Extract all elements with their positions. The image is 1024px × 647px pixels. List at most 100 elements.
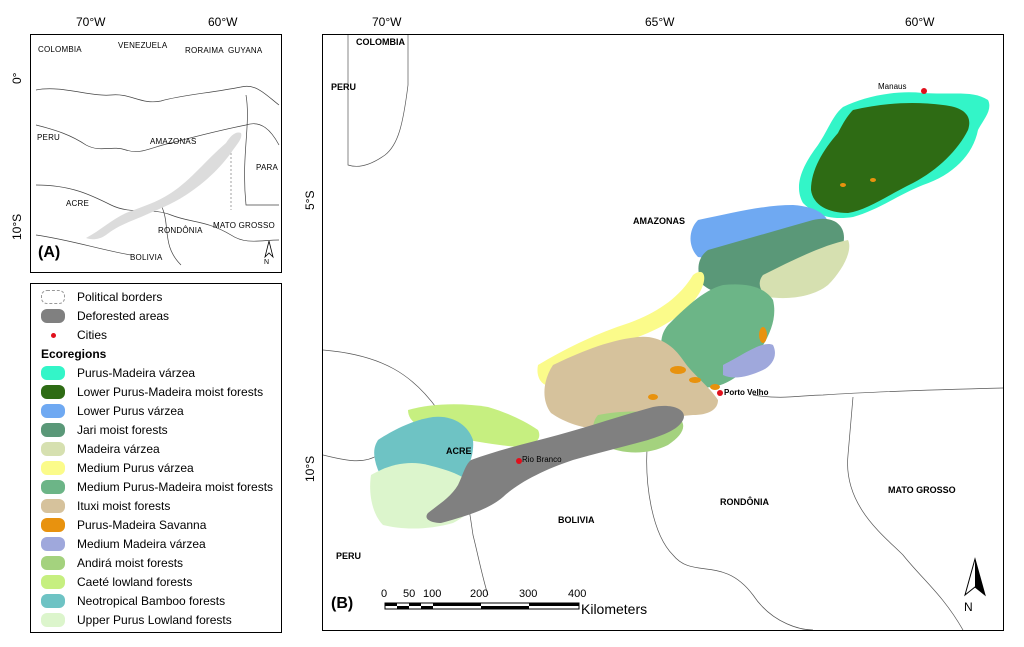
scale-unit: Kilometers (581, 601, 648, 617)
legend-item-ecoregion: Neotropical Bamboo forests (41, 592, 225, 610)
main-label-peru-bottom: PERU (336, 551, 362, 561)
legend-item-ecoregion: Ituxi moist forests (41, 497, 170, 515)
savanna-patches (648, 178, 876, 400)
main-lon-tick-60w: 60°W (905, 15, 935, 29)
legend-item-ecoregion: Purus-Madeira várzea (41, 364, 195, 382)
main-label-peru-top: PERU (331, 82, 357, 92)
legend-item-ecoregion: Upper Purus Lowland forests (41, 611, 232, 629)
main-label-rondonia: RONDÔNIA (720, 497, 769, 507)
inset-label-amazonas: AMAZONAS (150, 137, 197, 146)
ecoregion-swatch (41, 594, 65, 608)
ecoregion-swatch (41, 404, 65, 418)
scale-tick-50: 50 (403, 588, 416, 600)
inset-map-svg (35, 85, 280, 266)
city-label-porto-velho: Porto Velho (724, 388, 769, 397)
legend-item-ecoregion: Medium Purus-Madeira moist forests (41, 478, 273, 496)
inset-label-bolivia: BOLIVIA (130, 253, 163, 262)
rio-branco-city-marker (516, 458, 522, 464)
legend-label: Purus-Madeira Savanna (77, 518, 207, 532)
inset-lon-tick-70w: 70°W (76, 15, 106, 29)
ecoregion-swatch (41, 480, 65, 494)
inset-north-arrow (264, 240, 274, 259)
city-dot-icon (41, 328, 65, 342)
main-map (322, 34, 1004, 631)
political-borders (323, 35, 1003, 630)
legend: Political borders Deforested areas Citie… (30, 283, 282, 633)
deforested-areas (426, 405, 684, 523)
inset-label-para: PARA (256, 163, 278, 172)
inset-label-rondonia: RONDÔNIA (158, 226, 203, 235)
ecoregion-swatch (41, 518, 65, 532)
main-label-colombia: COLOMBIA (356, 37, 405, 47)
ecoregion-swatch (41, 575, 65, 589)
legend-item-ecoregion: Lower Purus várzea (41, 402, 184, 420)
ituxi-moist-forests-region (544, 336, 718, 430)
inset-label-peru: PERU (37, 133, 61, 142)
inset-label-mato-grosso: MATO GROSSO (213, 221, 275, 230)
inset-label-venezuela: VENEZUELA (118, 41, 168, 50)
legend-label: Medium Purus-Madeira moist forests (77, 480, 274, 494)
inset-lon-tick-60w: 60°W (208, 15, 238, 29)
ecoregion-swatch (41, 423, 65, 437)
inset-lat-tick-0: 0° (10, 72, 24, 84)
caete-lowland-forests-region (408, 404, 540, 447)
inset-label-guyana: GUYANA (228, 46, 263, 55)
ecoregion-swatch (41, 442, 65, 456)
inset-lat-tick-10s: 10°S (10, 213, 24, 240)
porto-velho-city-marker (717, 390, 723, 396)
legend-item-ecoregion: Lower Purus-Madeira moist forests (41, 383, 263, 401)
inset-label-colombia: COLOMBIA (38, 45, 82, 54)
legend-item-political-borders: Political borders (41, 288, 162, 306)
scale-tick-400: 400 (568, 588, 587, 600)
manaus-city-marker (921, 88, 927, 94)
legend-label: Caeté lowland forests (77, 575, 193, 589)
main-label-bolivia: BOLIVIA (558, 515, 595, 525)
scale-bar (384, 602, 580, 610)
ecoregion-swatch (41, 461, 65, 475)
ecoregion-swatch (41, 537, 65, 551)
legend-item-ecoregion: Madeira várzea (41, 440, 160, 458)
legend-item-cities: Cities (41, 326, 107, 344)
legend-label: Neotropical Bamboo forests (77, 594, 226, 608)
legend-item-ecoregion: Medium Madeira várzea (41, 535, 206, 553)
scale-tick-0: 0 (381, 588, 388, 600)
main-lat-tick-5s: 5°S (303, 190, 317, 210)
legend-item-ecoregion: Andirá moist forests (41, 554, 183, 572)
legend-label: Madeira várzea (77, 442, 160, 456)
main-lat-tick-10s: 10°S (303, 455, 317, 482)
main-panel-label: (B) (331, 595, 354, 612)
main-north-arrow (964, 557, 986, 597)
legend-label: Upper Purus Lowland forests (77, 613, 232, 627)
city-label-rio-branco: Rio Branco (522, 455, 562, 464)
scale-tick-200: 200 (470, 588, 489, 600)
scale-tick-300: 300 (519, 588, 538, 600)
ecoregion-swatch (41, 499, 65, 513)
legend-label: Cities (77, 328, 108, 342)
ecoregion-swatch (41, 385, 65, 399)
ecoregion-swatch (41, 613, 65, 627)
inset-label-roraima: RORAIMA (185, 46, 224, 55)
legend-label: Andirá moist forests (77, 556, 184, 570)
medium-madeira-varzea-region (723, 344, 775, 378)
legend-label: Purus-Madeira várzea (77, 366, 196, 380)
inset-north-label: N (264, 259, 270, 266)
city-label-manaus: Manaus (878, 82, 907, 91)
legend-label: Political borders (77, 290, 163, 304)
legend-item-ecoregion: Caeté lowland forests (41, 573, 192, 591)
inset-study-area (86, 132, 242, 240)
lower-purus-madeira-region (811, 102, 970, 213)
legend-item-deforested: Deforested areas (41, 307, 169, 325)
legend-item-ecoregion: Medium Purus várzea (41, 459, 194, 477)
main-north-label: N (964, 600, 973, 614)
legend-label: Medium Madeira várzea (77, 537, 206, 551)
political-borders-swatch (41, 290, 65, 304)
main-label-acre: ACRE (446, 446, 472, 456)
legend-label: Lower Purus-Madeira moist forests (77, 385, 264, 399)
main-lon-tick-65w: 65°W (645, 15, 675, 29)
main-map-svg (323, 35, 1003, 630)
legend-label: Deforested areas (77, 309, 170, 323)
ecoregion-swatch (41, 366, 65, 380)
main-label-mato-grosso: MATO GROSSO (888, 485, 956, 495)
legend-label: Ituxi moist forests (77, 499, 171, 513)
legend-label: Lower Purus várzea (77, 404, 184, 418)
